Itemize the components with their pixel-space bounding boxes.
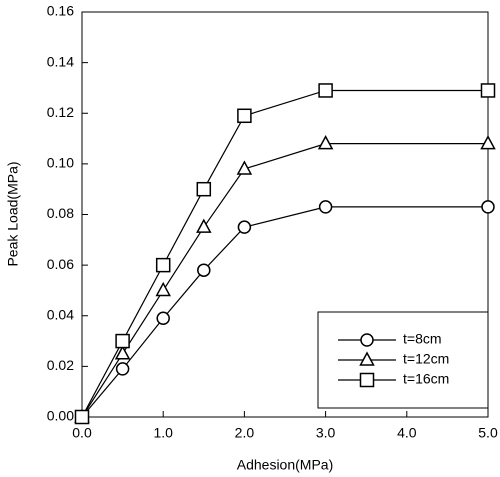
marker	[480, 83, 496, 98]
marker	[237, 108, 252, 124]
marker	[156, 311, 170, 326]
marker	[196, 181, 212, 197]
y-tick-label: 0.16	[47, 3, 74, 19]
marker	[481, 200, 495, 214]
marker	[318, 200, 333, 214]
x-tick-label: 3.0	[316, 425, 336, 441]
marker	[114, 345, 131, 360]
marker	[115, 333, 130, 349]
y-tick-label: 0.00	[47, 408, 74, 424]
y-tick-label: 0.12	[47, 104, 74, 120]
marker	[115, 362, 130, 376]
legend-label: t=12cm	[403, 351, 449, 367]
x-tick-label: 1.0	[153, 425, 173, 441]
y-tick-label: 0.14	[47, 53, 74, 69]
marker	[197, 263, 211, 277]
marker	[155, 281, 171, 297]
legend-label: t=8cm	[403, 331, 442, 347]
marker	[317, 135, 334, 150]
legend-marker	[360, 333, 374, 347]
legend-marker	[359, 351, 375, 366]
y-axis-label: Peak Load(MPa)	[5, 161, 21, 266]
marker	[237, 220, 252, 234]
marker	[196, 218, 212, 233]
marker	[74, 409, 90, 425]
marker	[155, 257, 171, 273]
y-tick-label: 0.10	[47, 155, 74, 171]
x-tick-label: 0.0	[72, 425, 92, 441]
legend-marker	[359, 372, 375, 388]
marker	[236, 160, 253, 175]
x-tick-label: 4.0	[397, 425, 417, 441]
y-tick-label: 0.06	[47, 256, 74, 272]
y-tick-label: 0.08	[47, 205, 74, 221]
legend-label: t=16cm	[403, 371, 449, 387]
x-tick-label: 5.0	[478, 425, 498, 441]
x-axis-label: Adhesion(MPa)	[237, 457, 334, 473]
y-tick-label: 0.02	[47, 357, 74, 373]
marker	[480, 135, 496, 150]
marker	[318, 83, 333, 98]
x-tick-label: 2.0	[235, 425, 255, 441]
y-tick-label: 0.04	[47, 306, 74, 322]
